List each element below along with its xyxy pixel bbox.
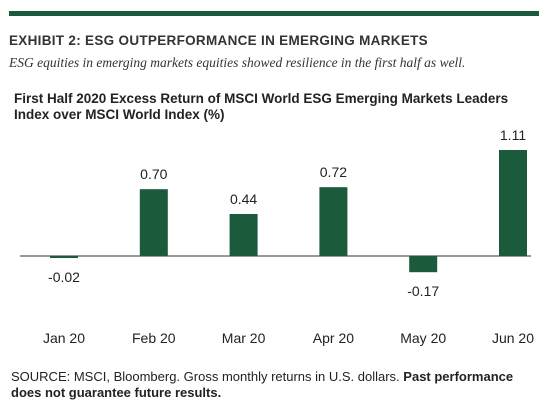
x-tick-label: Jan 20 [43, 330, 85, 346]
chart-title: First Half 2020 Excess Return of MSCI Wo… [14, 91, 509, 122]
bar-feb-20 [139, 189, 168, 256]
disclaimer-text: Past performance does not guarantee futu… [11, 369, 514, 400]
data-label: -0.17 [407, 283, 439, 299]
bar-may-20 [409, 256, 438, 273]
x-tick-label: Mar 20 [222, 330, 266, 346]
x-tick-label: Apr 20 [313, 330, 354, 346]
exhibit-subtitle: ESG equities in emerging markets equitie… [9, 55, 466, 70]
exhibit-title: EXHIBIT 2: ESG OUTPERFORMANCE IN EMERGIN… [9, 33, 428, 48]
source-note: SOURCE: MSCI, Bloomberg. Gross monthly r… [11, 369, 541, 401]
x-tick-label: May 20 [400, 330, 446, 346]
bar-apr-20 [319, 187, 348, 256]
bar-jan-20 [50, 256, 78, 258]
data-label: -0.02 [48, 269, 80, 285]
x-tick-label: Feb 20 [132, 330, 176, 346]
data-label: 0.72 [320, 164, 347, 180]
data-label: 0.44 [230, 191, 257, 207]
bar-jun-20 [499, 150, 527, 256]
data-label: 0.70 [140, 166, 167, 182]
bar-mar-20 [229, 214, 258, 256]
x-tick-label: Jun 20 [492, 330, 534, 346]
top-rule [9, 11, 539, 16]
data-label: 1.11 [500, 127, 526, 143]
source-text: SOURCE: MSCI, Bloomberg. Gross monthly r… [11, 369, 404, 384]
